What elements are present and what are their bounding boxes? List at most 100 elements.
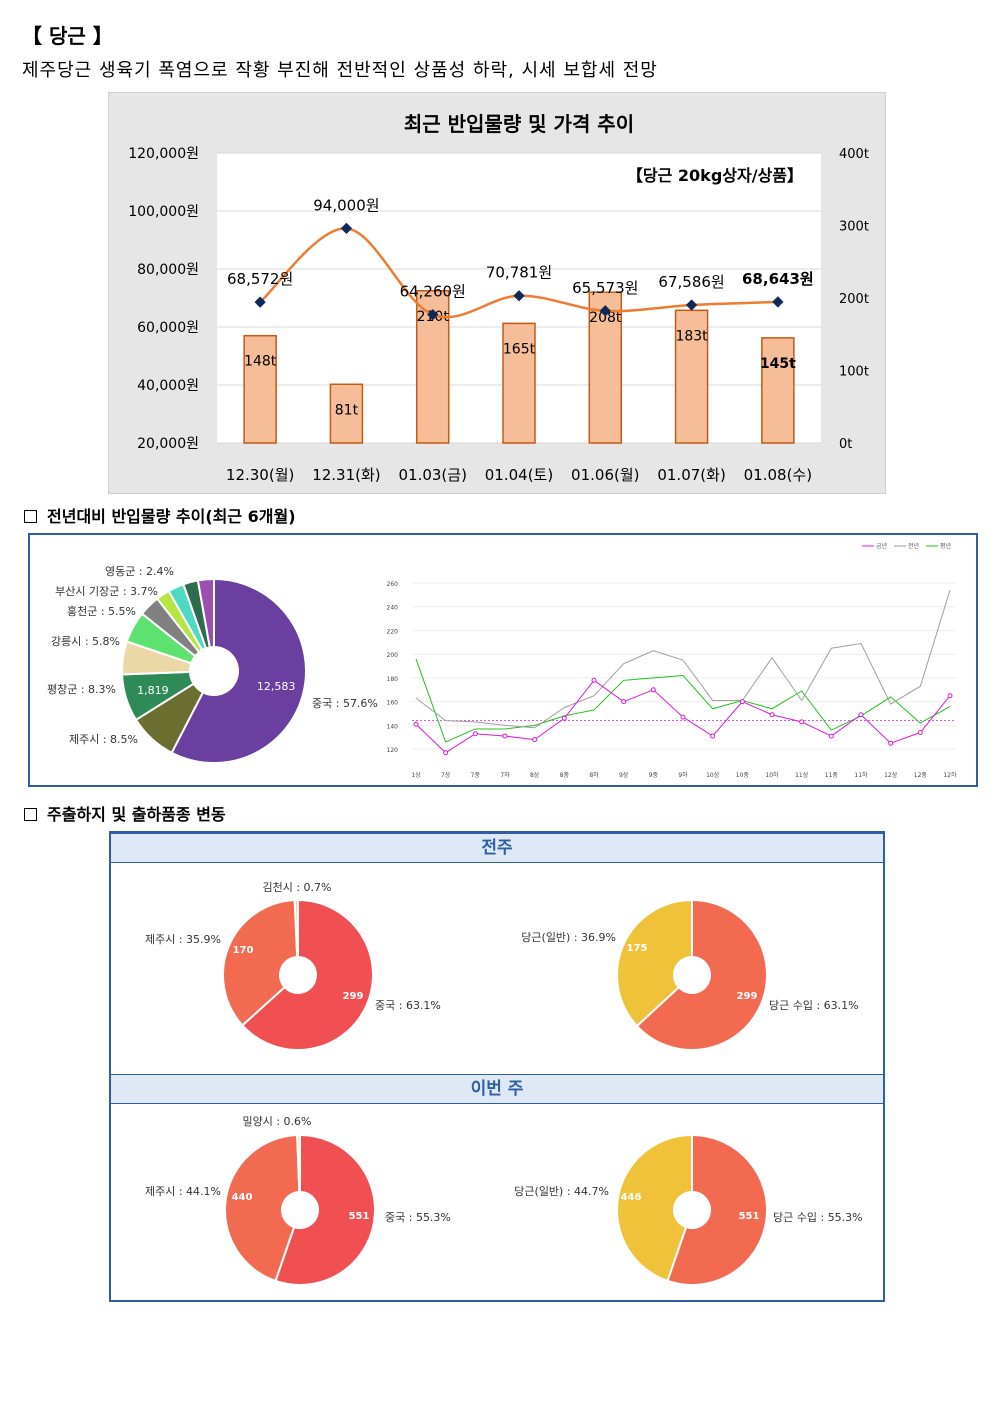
volume-label: 81t: [335, 402, 359, 418]
volume-bar: [588, 291, 623, 444]
trend-svg: 중국 : 57.6% 제주시 : 8.5% 평창군 : 8.3% 강릉시 : 5.8%…: [47, 542, 957, 779]
series-point: [532, 737, 538, 743]
series-point: [739, 699, 745, 705]
line-x-tick: 7상: [441, 771, 451, 779]
shipping-section-heading: 주출하지 및 출하품종 변동: [24, 801, 226, 825]
shipping-value: 440: [232, 1192, 253, 1203]
series-point: [591, 677, 597, 683]
shipping-section-title: 주출하지 및 출하품종 변동: [47, 805, 226, 824]
left-tick-label: 100,000원: [128, 204, 199, 220]
series-point: [799, 719, 805, 725]
arrival-price-chart: 최근 반입물량 및 가격 추이 【당근 20kg상자/상품】 20,000원 40,0…: [108, 92, 886, 494]
price-label: 68,643원: [742, 270, 814, 288]
x-tick-label: 01.06(월): [571, 466, 639, 484]
line-y-tick: 160: [387, 700, 399, 707]
line-x-tick: 9하: [678, 771, 688, 779]
region-slice: [196, 577, 215, 649]
shipping-slice: [616, 1133, 693, 1283]
price-label: 70,781원: [486, 264, 552, 282]
volume-bar: [761, 337, 795, 444]
series-point: [710, 733, 716, 739]
line-y-tick: 120: [387, 747, 399, 754]
legend-label: 금년: [876, 542, 887, 550]
series-point: [888, 740, 894, 746]
line-y-tick: 220: [387, 628, 399, 635]
shipping-label: 밀양시 : 0.6%: [242, 1115, 311, 1128]
price-marker: [340, 222, 353, 235]
chart-annotation: 【당근 20kg상자/상품】: [627, 166, 803, 185]
line-y-tick: 200: [387, 652, 399, 659]
series-point: [502, 733, 508, 739]
line-x-tick: 9상: [619, 771, 629, 779]
page-title: 【 당근 】: [22, 24, 113, 48]
price-marker: [513, 290, 525, 302]
price-label: 68,572원: [227, 270, 293, 288]
shipping-label: 김천시 : 0.7%: [262, 880, 331, 894]
shipping-value: 170: [233, 945, 254, 956]
left-tick-label: 40,000원: [137, 378, 199, 394]
x-tick-label: 01.07(화): [657, 466, 725, 484]
legend-label: 평년: [940, 542, 951, 550]
shipping-slice: [240, 898, 374, 1051]
region-label: 영동군 : 2.4%: [105, 565, 174, 578]
line-x-tick: 9중: [649, 772, 659, 779]
line-x-tick: 8하: [589, 771, 599, 779]
shipping-value: 551: [739, 1211, 760, 1222]
right-tick-label: 100t: [839, 365, 869, 380]
x-tick-label: 12.30(월): [226, 466, 294, 484]
series-point: [769, 712, 775, 718]
arrival-price-svg: 최근 반입물량 및 가격 추이 【당근 20kg상자/상품】 20,000원 40,0…: [128, 112, 869, 484]
x-tick-label: 12.31(화): [312, 466, 380, 484]
line-x-tick: 10상: [706, 771, 720, 779]
series-point: [947, 693, 953, 699]
line-x-tick: 12상: [884, 771, 898, 779]
line-x-tick: 10중: [736, 772, 750, 779]
right-tick-label: 200t: [839, 292, 869, 307]
volume-label: 183t: [675, 328, 708, 344]
series-point: [828, 733, 834, 739]
price-label: 94,000원: [313, 196, 379, 214]
right-tick-label: 300t: [839, 220, 869, 235]
volume-label: 148t: [244, 354, 277, 370]
shipping-svg: 중국 : 63.1% 299 제주시 : 35.9% 170 김천시 : 0.7% 당근 …: [145, 880, 863, 1286]
region-slice: [170, 577, 307, 764]
left-tick-label: 60,000원: [137, 320, 199, 336]
volume-bar: [502, 322, 536, 444]
region-label: 중국 : 57.6%: [312, 697, 378, 710]
region-label: 평창군 : 8.3%: [47, 683, 116, 696]
line-x-tick: 8상: [530, 771, 540, 779]
checkbox-icon: [24, 808, 37, 821]
chart-title: 최근 반입물량 및 가격 추이: [404, 112, 634, 136]
shipping-slice: [222, 899, 299, 1027]
legend-label: 전년: [908, 542, 919, 550]
shipping-label: 중국 : 55.3%: [385, 1211, 451, 1224]
line-x-tick: 12하: [943, 771, 957, 779]
trend-section-title: 전년대비 반입물량 추이(최근 6개월): [47, 507, 296, 526]
line-y-tick: 180: [387, 676, 399, 683]
shipping-slice: [635, 898, 768, 1051]
region-label: 홍천군 : 5.5%: [67, 604, 136, 618]
x-tick-label: 01.04(토): [485, 466, 553, 484]
shipping-label: 당근 수입 : 63.1%: [769, 999, 859, 1012]
shipping-panel: 전주 이번 주 중국 : 63.1% 299 제주시 : 35.9% 170 김천시 :…: [109, 831, 885, 1302]
shipping-value: 551: [349, 1211, 370, 1222]
right-tick-label: 0t: [839, 437, 852, 452]
left-tick-label: 80,000원: [137, 262, 199, 278]
shipping-label: 제주시 : 35.9%: [145, 933, 221, 946]
volume-label: 208t: [589, 310, 622, 326]
line-y-tick: 260: [387, 581, 399, 588]
volume-label: 145t: [760, 356, 796, 372]
series-point: [413, 721, 419, 727]
prev-week-band: 전주: [111, 833, 883, 863]
series-point: [443, 750, 449, 756]
series-line: [415, 658, 951, 743]
price-marker: [772, 296, 784, 308]
shipping-value: 446: [621, 1192, 642, 1203]
price-marker: [427, 308, 439, 321]
left-tick-label: 20,000원: [137, 436, 199, 452]
shipping-value: 299: [737, 991, 758, 1002]
line-x-tick: 10하: [765, 771, 779, 779]
price-label: 64,260원: [400, 283, 466, 301]
this-week-band: 이번 주: [111, 1074, 883, 1104]
series-point: [650, 687, 656, 693]
